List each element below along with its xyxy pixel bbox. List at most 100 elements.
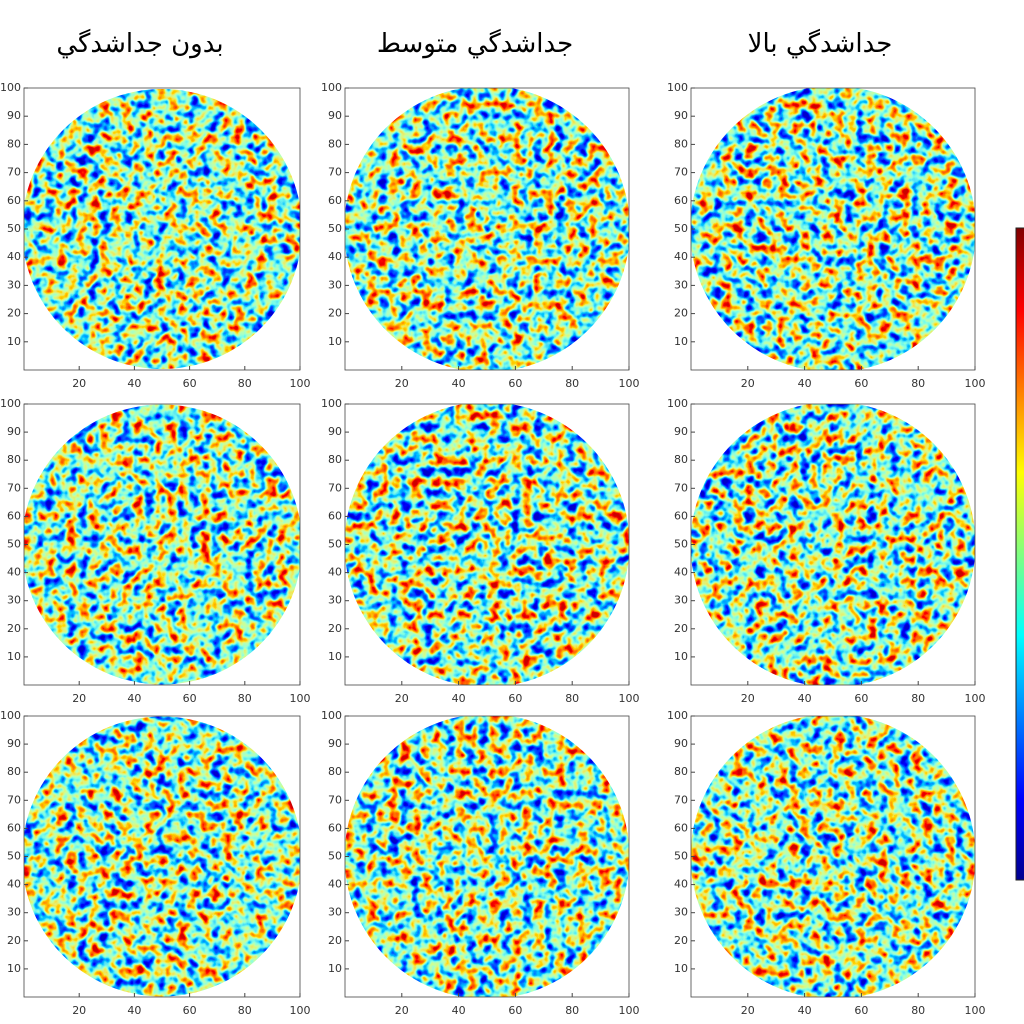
x-tick-label: 60 xyxy=(508,692,522,705)
x-tick-label: 100 xyxy=(965,1004,986,1017)
x-tick-label: 40 xyxy=(452,692,466,705)
y-tick-label: 100 xyxy=(321,709,342,722)
x-tick-label: 20 xyxy=(395,692,409,705)
y-tick-label: 20 xyxy=(674,622,688,635)
x-tick-label: 60 xyxy=(854,692,868,705)
y-tick-label: 40 xyxy=(7,250,21,263)
heatmap-panel: 10 20 30 40 50 60 70 80 90 100 20 40 60 80 100 xyxy=(321,397,640,705)
y-tick-label: 60 xyxy=(7,194,21,207)
x-tick-label: 60 xyxy=(508,1004,522,1017)
y-tick-label: 20 xyxy=(328,307,342,320)
x-tick-label: 80 xyxy=(238,1004,252,1017)
x-tick-label: 60 xyxy=(854,1004,868,1017)
heatmap-panel: 10 20 30 40 50 60 70 80 90 100 20 40 60 80 100 xyxy=(667,81,986,390)
y-tick-label: 50 xyxy=(674,850,688,863)
x-tick-label: 80 xyxy=(565,1004,579,1017)
column-title: جداشدگي متوسط xyxy=(377,28,573,59)
x-tick-label: 40 xyxy=(127,692,141,705)
y-tick-label: 70 xyxy=(674,793,688,806)
y-tick-label: 80 xyxy=(328,765,342,778)
y-tick-label: 20 xyxy=(328,934,342,947)
y-tick-label: 30 xyxy=(7,594,21,607)
y-tick-label: 90 xyxy=(328,425,342,438)
y-tick-label: 30 xyxy=(674,278,688,291)
x-tick-label: 100 xyxy=(619,1004,640,1017)
y-tick-label: 90 xyxy=(674,109,688,122)
x-tick-label: 60 xyxy=(183,1004,197,1017)
y-tick-label: 10 xyxy=(328,962,342,975)
x-tick-label: 60 xyxy=(854,377,868,390)
y-tick-label: 100 xyxy=(0,709,21,722)
y-tick-label: 100 xyxy=(321,397,342,410)
x-tick-label: 40 xyxy=(798,692,812,705)
y-tick-label: 60 xyxy=(674,509,688,522)
y-tick-label: 70 xyxy=(7,481,21,494)
y-tick-label: 50 xyxy=(328,538,342,551)
x-tick-label: 100 xyxy=(290,377,311,390)
x-tick-label: 20 xyxy=(741,1004,755,1017)
column-title: بدون جداشدگي xyxy=(56,28,223,59)
y-tick-label: 80 xyxy=(674,453,688,466)
y-tick-label: 70 xyxy=(674,166,688,179)
x-tick-label: 60 xyxy=(508,377,522,390)
y-tick-label: 90 xyxy=(7,425,21,438)
heatmap xyxy=(24,404,300,685)
y-tick-label: 70 xyxy=(7,166,21,179)
y-tick-label: 80 xyxy=(328,453,342,466)
y-tick-label: 20 xyxy=(328,622,342,635)
y-tick-label: 90 xyxy=(7,737,21,750)
heatmap-panel: 10 20 30 40 50 60 70 80 90 100 20 40 60 80 100 xyxy=(667,709,986,1017)
x-tick-label: 100 xyxy=(965,377,986,390)
y-tick-label: 30 xyxy=(674,906,688,919)
y-tick-label: 70 xyxy=(674,481,688,494)
y-tick-label: 20 xyxy=(674,307,688,320)
x-tick-label: 40 xyxy=(798,377,812,390)
x-tick-label: 20 xyxy=(72,692,86,705)
y-tick-label: 90 xyxy=(674,737,688,750)
heatmap-panel: 10 20 30 40 50 60 70 80 90 100 20 40 60 80 100 xyxy=(667,397,986,705)
heatmap xyxy=(691,88,975,370)
y-tick-label: 60 xyxy=(7,821,21,834)
y-tick-label: 10 xyxy=(7,650,21,663)
y-tick-label: 10 xyxy=(674,962,688,975)
x-tick-label: 20 xyxy=(395,377,409,390)
y-tick-label: 60 xyxy=(328,194,342,207)
y-tick-label: 70 xyxy=(328,793,342,806)
y-tick-label: 50 xyxy=(7,538,21,551)
y-tick-label: 40 xyxy=(674,878,688,891)
x-tick-label: 80 xyxy=(238,692,252,705)
x-tick-label: 20 xyxy=(395,1004,409,1017)
x-tick-label: 80 xyxy=(911,377,925,390)
heatmap-panel: 10 20 30 40 50 60 70 80 90 100 20 40 60 80 100 xyxy=(0,81,311,390)
heatmap xyxy=(345,404,629,685)
y-tick-label: 10 xyxy=(328,335,342,348)
heatmap-panel: 10 20 30 40 50 60 70 80 90 100 20 40 60 80 100 xyxy=(321,81,640,390)
y-tick-label: 10 xyxy=(674,335,688,348)
y-tick-label: 30 xyxy=(328,906,342,919)
x-tick-label: 100 xyxy=(965,692,986,705)
y-tick-label: 90 xyxy=(328,109,342,122)
x-tick-label: 100 xyxy=(619,692,640,705)
heatmap-panel: 10 20 30 40 50 60 70 80 90 100 20 40 60 80 100 xyxy=(0,709,311,1017)
y-tick-label: 10 xyxy=(328,650,342,663)
y-tick-label: 100 xyxy=(0,397,21,410)
y-tick-label: 70 xyxy=(328,166,342,179)
y-tick-label: 100 xyxy=(0,81,21,94)
y-tick-label: 40 xyxy=(674,566,688,579)
heatmap xyxy=(24,89,300,369)
x-tick-label: 40 xyxy=(798,1004,812,1017)
heatmap xyxy=(24,716,300,997)
y-tick-label: 90 xyxy=(328,737,342,750)
y-tick-label: 40 xyxy=(328,250,342,263)
x-tick-label: 20 xyxy=(741,692,755,705)
heatmap xyxy=(345,716,629,997)
y-tick-label: 50 xyxy=(674,222,688,235)
y-tick-label: 60 xyxy=(674,194,688,207)
y-tick-label: 50 xyxy=(328,222,342,235)
x-tick-label: 60 xyxy=(183,377,197,390)
y-tick-label: 80 xyxy=(674,765,688,778)
y-tick-label: 60 xyxy=(674,821,688,834)
y-tick-label: 10 xyxy=(674,650,688,663)
x-tick-label: 40 xyxy=(452,1004,466,1017)
x-tick-label: 80 xyxy=(911,1004,925,1017)
